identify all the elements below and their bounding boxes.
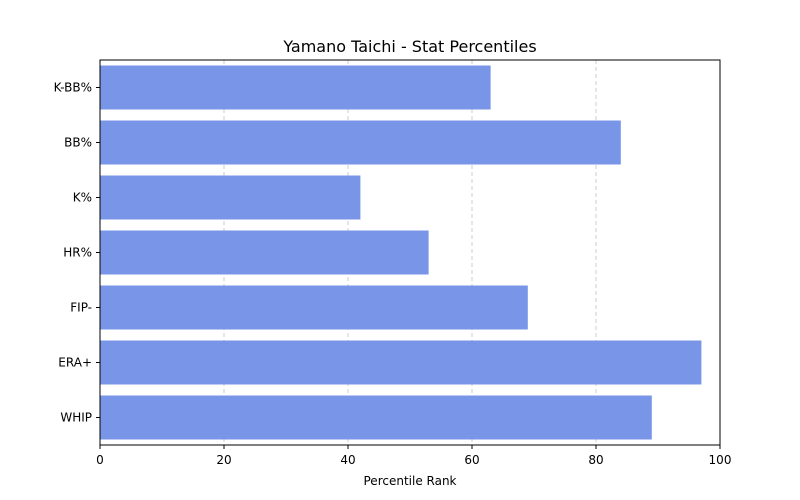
x-tick-label: 40 bbox=[340, 453, 355, 467]
x-tick-label: 20 bbox=[216, 453, 231, 467]
bar bbox=[100, 230, 429, 275]
x-tick-label: 80 bbox=[588, 453, 603, 467]
chart-title: Yamano Taichi - Stat Percentiles bbox=[282, 37, 536, 56]
x-axis-label: Percentile Rank bbox=[364, 474, 457, 488]
x-tick-label: 60 bbox=[464, 453, 479, 467]
x-axis: 0 20 40 60 80 100 bbox=[96, 445, 731, 467]
y-tick-label: HR% bbox=[63, 246, 92, 260]
y-axis: K-BB% BB% K% HR% FIP- ERA+ WHIP bbox=[54, 81, 100, 425]
bar bbox=[100, 65, 491, 110]
bar bbox=[100, 395, 652, 440]
y-tick-label: K% bbox=[73, 191, 92, 205]
bar bbox=[100, 340, 702, 385]
x-tick-label: 0 bbox=[96, 453, 104, 467]
bar bbox=[100, 175, 361, 220]
y-tick-label: ERA+ bbox=[58, 356, 92, 370]
y-tick-label: BB% bbox=[64, 136, 92, 150]
bars bbox=[100, 65, 702, 440]
y-tick-label: WHIP bbox=[60, 411, 92, 425]
x-tick-label: 100 bbox=[709, 453, 732, 467]
bar bbox=[100, 120, 621, 165]
y-tick-label: K-BB% bbox=[54, 81, 92, 95]
bar bbox=[100, 285, 528, 330]
y-tick-label: FIP- bbox=[70, 301, 92, 315]
